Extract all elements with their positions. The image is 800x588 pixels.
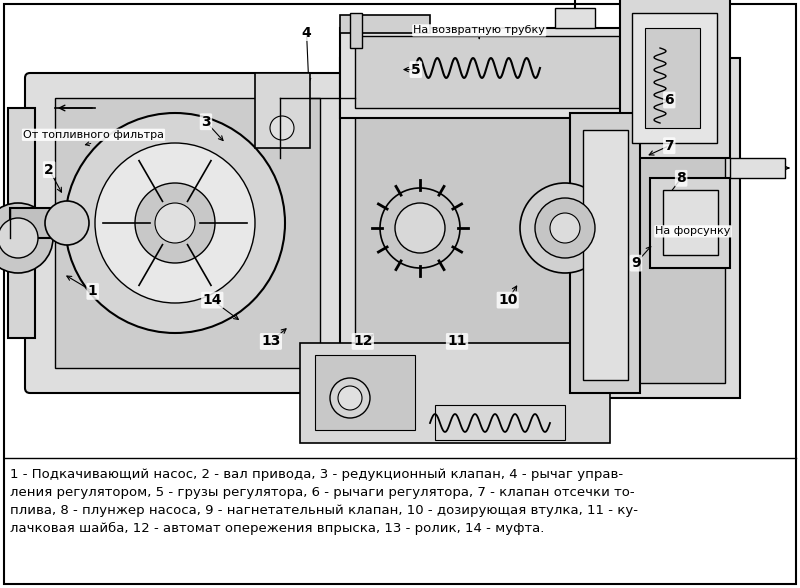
Text: От топливного фильтра: От топливного фильтра xyxy=(23,130,164,140)
Circle shape xyxy=(535,198,595,258)
Text: 5: 5 xyxy=(411,62,421,76)
Bar xyxy=(55,98,320,368)
Text: На форсунку: На форсунку xyxy=(655,226,730,236)
Text: 11: 11 xyxy=(447,335,466,349)
Bar xyxy=(583,130,628,380)
Circle shape xyxy=(0,218,38,258)
Circle shape xyxy=(65,113,285,333)
Text: 14: 14 xyxy=(202,293,222,307)
Bar xyxy=(570,113,640,393)
Text: 2: 2 xyxy=(44,163,54,176)
Circle shape xyxy=(0,203,53,273)
Polygon shape xyxy=(8,108,35,338)
Circle shape xyxy=(45,201,89,245)
Text: 1 - Подкачивающий насос, 2 - вал привода, 3 - редукционный клапан, 4 - рычаг упр: 1 - Подкачивающий насос, 2 - вал привода… xyxy=(10,468,638,535)
Circle shape xyxy=(395,203,445,253)
Bar xyxy=(255,73,310,148)
Bar xyxy=(300,343,610,443)
Circle shape xyxy=(550,213,580,243)
Bar xyxy=(340,15,430,33)
Text: 12: 12 xyxy=(353,335,373,349)
Text: 10: 10 xyxy=(498,293,518,307)
Bar xyxy=(730,158,785,178)
Text: 8: 8 xyxy=(676,171,686,185)
Circle shape xyxy=(95,143,255,303)
Text: 6: 6 xyxy=(665,93,674,107)
FancyBboxPatch shape xyxy=(25,73,345,393)
Circle shape xyxy=(135,183,215,263)
Bar xyxy=(663,190,718,255)
Bar xyxy=(645,28,700,128)
Bar xyxy=(650,178,730,268)
Bar xyxy=(340,28,650,118)
Bar xyxy=(340,58,740,398)
Circle shape xyxy=(270,116,294,140)
Circle shape xyxy=(338,386,362,410)
Bar xyxy=(355,73,725,383)
Bar xyxy=(10,208,65,238)
Bar xyxy=(355,36,635,108)
Bar xyxy=(632,13,717,143)
Text: 4: 4 xyxy=(302,25,311,39)
Text: 9: 9 xyxy=(631,256,641,270)
Bar xyxy=(350,13,362,48)
Bar xyxy=(315,355,415,430)
Circle shape xyxy=(520,183,610,273)
Text: 7: 7 xyxy=(665,139,674,153)
Text: 3: 3 xyxy=(201,115,210,129)
Circle shape xyxy=(330,378,370,418)
Text: 13: 13 xyxy=(262,335,281,349)
Circle shape xyxy=(380,188,460,268)
Text: На возвратную трубку: На возвратную трубку xyxy=(414,25,545,35)
Bar xyxy=(435,405,565,440)
Bar xyxy=(555,8,595,28)
Circle shape xyxy=(155,203,195,243)
Bar xyxy=(620,0,730,158)
Text: 1: 1 xyxy=(88,285,98,298)
